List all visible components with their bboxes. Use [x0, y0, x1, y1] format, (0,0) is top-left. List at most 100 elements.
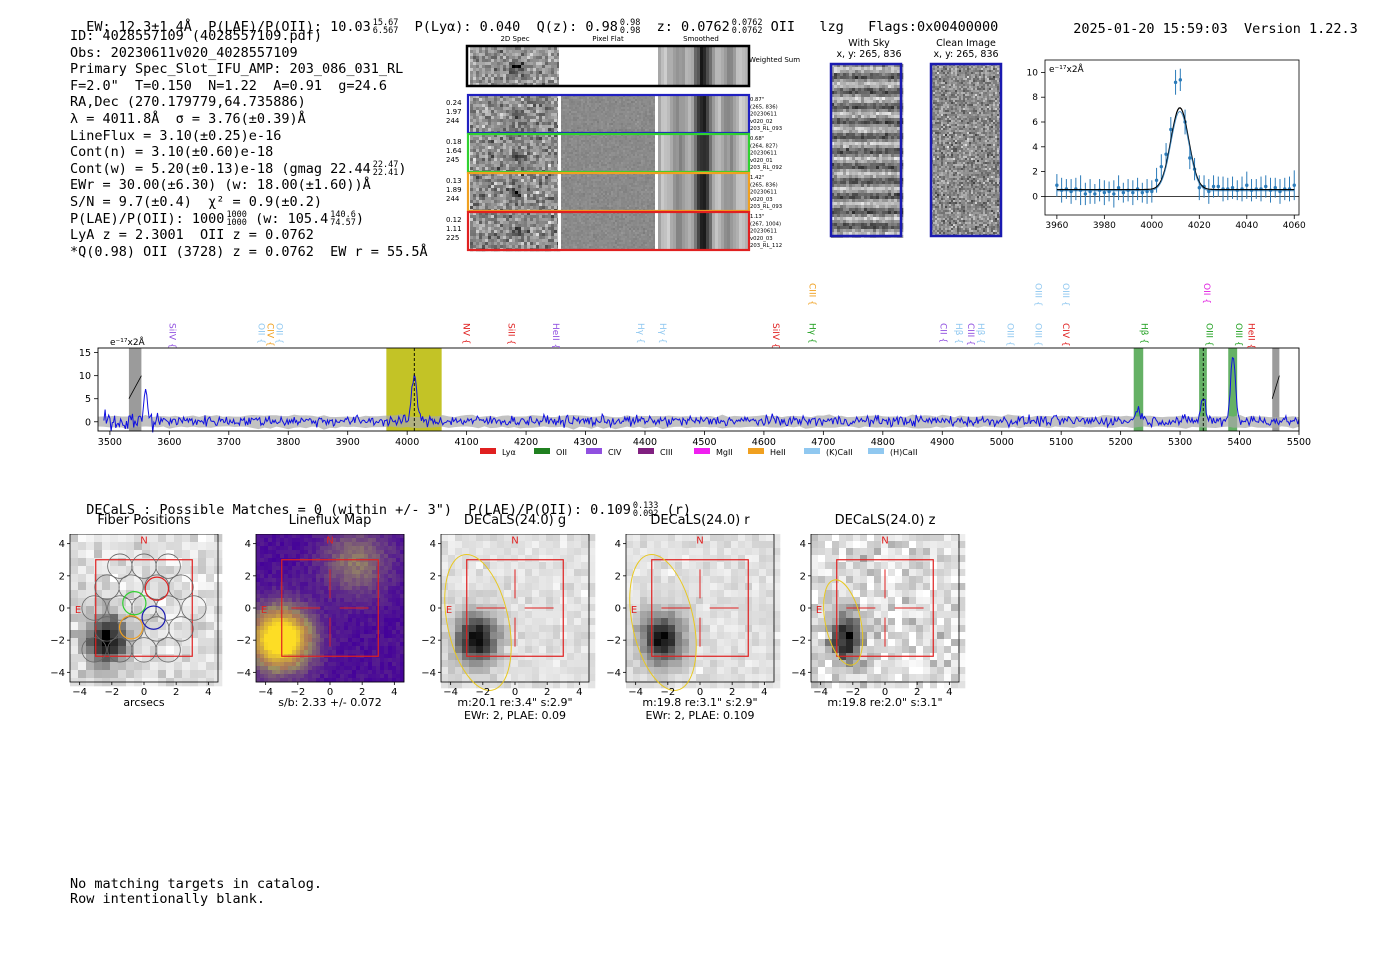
north-label: N [326, 536, 333, 547]
weighted-flat [559, 47, 656, 85]
spectrum-noise-band [98, 414, 1299, 430]
panel-search-box [95, 559, 193, 657]
zoom-data-point [1112, 192, 1116, 196]
panel-title: Lineflux Map [288, 513, 372, 528]
panel-x-tick-label: −2 [290, 687, 305, 698]
panel-x-tick-label: −4 [813, 687, 828, 698]
panel-x-tick-label: 0 [512, 687, 518, 698]
legend-swatch [748, 448, 764, 454]
clean-image-title: Clean Image [936, 38, 996, 49]
east-label: E [816, 605, 822, 616]
cutout-gap [558, 95, 561, 133]
spectrum-x-tick-label: 3900 [336, 437, 360, 448]
info-id: ID: 4028557109 (4028557109.pdf) [70, 28, 322, 44]
panel-x-tick-label: −4 [72, 687, 87, 698]
spectrum-x-tick-label: 4500 [692, 437, 716, 448]
panel-x-tick-label: 2 [173, 687, 179, 698]
info-radec: RA,Dec (270.179779,64.735886) [70, 94, 306, 111]
spectrum-y-tick-label: 10 [79, 371, 91, 382]
panel-y-tick-label: −4 [236, 668, 251, 679]
panel-x-tick-label: 0 [141, 687, 147, 698]
zoom-chart: e⁻¹⁷x2Å 3960 3980 4000 4020 4040 4060 0 2 4 6 8 10 [1027, 59, 1306, 231]
datetime: 2025-01-20 15:59:03 [1073, 21, 1228, 37]
panel-y-tick-label: 2 [430, 571, 436, 582]
info-plae2-w: (w: 105.4 [255, 210, 329, 227]
panel-image: N E −4 −4 −2 −2 0 0 2 2 4 4 [421, 534, 596, 698]
legend-label: CIII [660, 448, 673, 457]
spectrum-line-label: HeII { [1245, 323, 1255, 349]
col-flat-label: Pixel Flat [592, 35, 624, 43]
cutout-row-meta: 1.42" [750, 175, 764, 181]
info-fline: F=2.0" T=0.150 N=1.22 A=0.91 g=24.6 [70, 77, 387, 94]
col-smooth-label: Smoothed [683, 35, 719, 43]
zoom-y-tick-label: 0 [1032, 192, 1038, 202]
spectrum-line-label: NV { [461, 323, 471, 344]
spectrum-line-label: OII { [256, 323, 266, 344]
spectrum-x-tick-label: 3500 [98, 437, 122, 448]
clean-image-header: Clean Image x, y: 265, 836 [918, 38, 1014, 60]
cutout-row-meta: (265, 836) [750, 104, 778, 110]
zoom-x-tick-label: 3980 [1093, 221, 1116, 231]
panel-x-tick-label: 2 [729, 687, 735, 698]
header-bar: EW: 12.3±1.4Å P(LAE)/P(OII): 10.03 15.67 6… [70, 3, 998, 36]
footer: No matching targets in catalog. Row inte… [70, 877, 322, 907]
cutout-row-meta: v020_03 [750, 197, 773, 203]
info-contw: Cont(w) = 5.20(±0.13)e-18 (gmag 22.44 [70, 160, 371, 177]
info-plae2-hi: 1000 [226, 209, 247, 220]
cutout-row-value: 1.11 [446, 225, 462, 233]
zoom-data-point [1116, 186, 1121, 190]
zoom-data-point [1211, 184, 1216, 189]
zoom-x-tick-label: 3960 [1045, 221, 1068, 231]
version: Version 1.22.3 [1243, 21, 1358, 37]
qz-value: Q(z): 0.98 [536, 19, 618, 35]
fiber-highlight [118, 615, 144, 640]
spectrum-line-label: CIII { [807, 283, 817, 306]
spectrum-line-label: CII { [938, 323, 948, 343]
cutout-row-frame [466, 210, 751, 252]
cutout-row-meta: (265, 836) [750, 182, 778, 188]
panel-content: N E −4 −4 −2 −2 0 0 2 2 4 4 [606, 534, 781, 698]
cutout-row-meta: 203_RL_112 [750, 243, 782, 249]
legend-label: HeII [770, 448, 786, 457]
spectrum-units: e⁻¹⁷x2Å [110, 336, 146, 348]
panel-y-tick-label: 4 [800, 539, 806, 550]
cutout-row-value: 1.64 [446, 147, 462, 155]
info-plae2-lo: 1000 [226, 217, 247, 228]
decals-line: DECaLS : Possible Matches = 0 (within +/… [70, 486, 691, 519]
zoom-data-point [1055, 183, 1059, 187]
panel-x-tick-label: 4 [946, 687, 952, 698]
spectrum-frame [97, 347, 1300, 432]
zoom-data-point [1273, 186, 1277, 190]
cutout-grid: 2D Spec Pixel Flat Smoothed Weighted Sum… [446, 35, 800, 252]
zoom-data-point [1164, 152, 1168, 156]
cutout-row-meta: v020_02 [750, 119, 773, 125]
panel-content: N E −4 −4 −2 −2 0 0 2 2 4 4 [236, 534, 405, 698]
with-sky-xy: x, y: 265, 836 [836, 49, 902, 60]
panel-y-tick-label: −2 [236, 636, 251, 647]
cutout-row-meta: 20230611 [750, 112, 777, 118]
spectrum-line-label: Hβ { [975, 323, 985, 344]
panel-content: N E −4 −4 −2 −2 0 0 2 2 4 4 [421, 534, 596, 698]
panel-y-tick-label: −2 [421, 636, 436, 647]
cutout-row-value: 1.97 [446, 108, 462, 116]
spectrum-line-label: OIII { [1233, 323, 1243, 347]
info-plae2-w-hi: 140.6 [330, 209, 356, 220]
spectrum-y-tick-label: 15 [79, 348, 91, 359]
zoom-data-point [1131, 190, 1135, 195]
zoom-data-point [1178, 78, 1183, 82]
panel-y-tick-label: 2 [245, 571, 251, 582]
panel-caption: m:20.1 re:3.4" s:2.9" EWr: 2, PLAE: 0.09 [421, 696, 609, 722]
weighted-sum-row [465, 44, 751, 88]
legend-swatch [804, 448, 820, 454]
panel-y-tick-label: −4 [50, 668, 65, 679]
spectrum-band [1133, 348, 1144, 431]
zoom-fit-curve [1056, 107, 1295, 191]
cutout-row-value: 0.12 [446, 216, 462, 224]
panel-search-box [836, 559, 934, 657]
spectrum-x-tick-label: 4600 [752, 437, 776, 448]
zoom-data-point [1173, 80, 1178, 85]
panel-x-tick-label: 0 [882, 687, 888, 698]
legend-swatch [638, 448, 654, 454]
